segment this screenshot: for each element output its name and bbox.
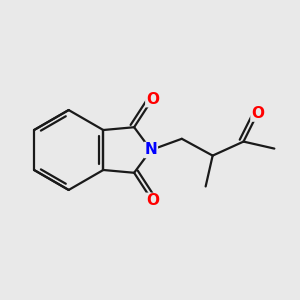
Text: O: O <box>146 92 159 107</box>
Text: O: O <box>146 193 159 208</box>
Text: N: N <box>145 142 157 158</box>
Text: O: O <box>251 106 264 121</box>
